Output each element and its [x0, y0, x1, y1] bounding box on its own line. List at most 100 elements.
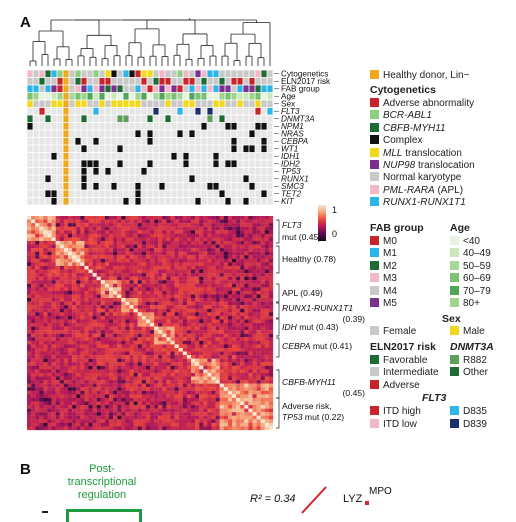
- legend-label: Normal karyotype: [383, 172, 462, 184]
- legend-label: Healthy donor, Lin−: [383, 70, 470, 81]
- track-label: TET2: [281, 189, 301, 198]
- cluster-label: (0.45): [343, 388, 366, 398]
- cluster-label: (0.39): [343, 314, 366, 324]
- legend-label: 40–49: [463, 248, 491, 260]
- legend-label: 70–79: [463, 285, 491, 297]
- cluster-label: FLT3: [282, 220, 302, 230]
- box-title-line-1: Post-: [89, 463, 115, 475]
- legend-swatch: [370, 236, 379, 245]
- box-title-line-3: regulation: [77, 489, 127, 501]
- legend-swatch: [370, 326, 379, 335]
- legend-item: 50–59: [450, 260, 491, 273]
- eln-legend-title: ELN2017 risk: [370, 341, 436, 353]
- legend-label: M5: [383, 298, 397, 309]
- legend-label: RUNX1-RUNX1T1: [383, 197, 466, 209]
- legend-label: D839: [463, 419, 487, 430]
- legend-swatch: [370, 70, 379, 79]
- legend-swatch: [450, 367, 459, 377]
- track-label: NPM1: [281, 122, 304, 131]
- legend-swatch: [370, 147, 379, 157]
- track-label: Cytogenetics: [281, 69, 328, 78]
- track-label: NRAS: [281, 129, 304, 138]
- axis-tick: [42, 511, 48, 513]
- legend-label: Female: [383, 326, 417, 337]
- cluster-label: RUNX1-RUNX1T1: [282, 303, 353, 313]
- track-label: KIT: [281, 197, 295, 206]
- legend-label: M4: [383, 285, 397, 297]
- legend-swatch: [370, 172, 379, 182]
- legend-item: R882: [450, 355, 487, 367]
- legend-item: RUNX1-RUNX1T1: [370, 197, 466, 209]
- legend-label: Adverse abnormality: [383, 98, 475, 109]
- legend-swatch: [370, 160, 379, 169]
- legend-item: BCR-ABL1: [370, 110, 432, 122]
- legend-swatch: [370, 419, 379, 428]
- panel-b: B Post- transcriptional regulation R² = …: [0, 455, 516, 522]
- legend-item: <40: [450, 236, 480, 248]
- cluster-label: APL (0.49): [282, 288, 323, 298]
- regression-line: [301, 486, 327, 514]
- legend-item: CBFB-MYH11: [370, 122, 446, 135]
- legend-item: 80+: [450, 298, 480, 310]
- colorbar-zero-label: 0: [332, 229, 337, 239]
- correlation-heatmap: [27, 216, 274, 431]
- panel-b-label: B: [20, 461, 31, 478]
- track-label: FAB group: [281, 84, 320, 93]
- track-label: CEBPA: [281, 137, 309, 146]
- cytogenetics-legend-title: Cytogenetics: [370, 84, 436, 96]
- cluster-label: TP53 mut (0.22): [282, 412, 344, 422]
- legend-label: 60–69: [463, 273, 491, 285]
- annotation-tracks: [27, 70, 273, 205]
- legend-item: Adverse: [370, 379, 420, 392]
- legend-swatch: [450, 298, 459, 307]
- cluster-label: mut (0.45): [282, 232, 321, 242]
- legend-label: M2: [383, 260, 397, 272]
- legend-item: Intermediate: [370, 367, 439, 379]
- track-label: Sex: [281, 99, 295, 108]
- legend-label: ITD high: [383, 406, 421, 417]
- legend-swatch: [450, 260, 459, 270]
- track-label: DNMT3A: [281, 114, 315, 123]
- flt3-legend-title: FLT3: [422, 392, 447, 404]
- legend-label: Complex: [383, 135, 423, 147]
- column-dendrogram: [29, 18, 271, 66]
- gene-lyz: LYZ: [343, 493, 363, 505]
- legend-swatch: [370, 122, 379, 132]
- legend-swatch: [370, 135, 379, 145]
- legend-swatch: [370, 406, 379, 415]
- colorbar: 10: [318, 205, 337, 241]
- legend-label: NUP98 translocation: [383, 160, 475, 171]
- legend-swatch: [370, 367, 379, 377]
- legend-label: Intermediate: [383, 367, 439, 379]
- legend-swatch: [450, 326, 459, 335]
- legend-item: 60–69: [450, 273, 491, 285]
- box-title-line-2: transcriptional: [67, 476, 137, 488]
- legend-item: NUP98 translocation: [370, 160, 475, 172]
- fab-legend-title: FAB group: [370, 222, 424, 234]
- cluster-label: Adverse risk,: [282, 401, 332, 411]
- legend-swatch: [370, 197, 379, 207]
- track-label: RUNX1: [281, 174, 309, 183]
- track-label: ELN2017 risk: [281, 77, 331, 86]
- legend-swatch: [450, 236, 459, 245]
- legend-swatch: [450, 248, 459, 258]
- legend-label: M3: [383, 273, 397, 285]
- legend-item: Other: [450, 367, 488, 379]
- legend-swatch: [450, 355, 459, 364]
- legend-item: M4: [370, 285, 397, 298]
- legend-label: 50–59: [463, 260, 491, 272]
- sex-legend-title: Sex: [442, 313, 461, 325]
- legend-swatch: [450, 273, 459, 283]
- legend-swatch: [450, 285, 459, 295]
- legend-label: Other: [463, 367, 489, 379]
- legend-label: 80+: [463, 298, 480, 309]
- legend-label: M0: [383, 236, 397, 247]
- legend-item: 40–49: [450, 248, 491, 260]
- legend-label: ITD low: [383, 419, 417, 430]
- legend-item: M1: [370, 248, 397, 260]
- r2-label: R² = 0.34: [250, 493, 296, 505]
- legend-item: Female: [370, 326, 416, 338]
- legend-label: D835: [463, 406, 487, 417]
- cluster-label: Healthy (0.78): [282, 254, 336, 264]
- gene-mpo: MPO: [369, 486, 392, 497]
